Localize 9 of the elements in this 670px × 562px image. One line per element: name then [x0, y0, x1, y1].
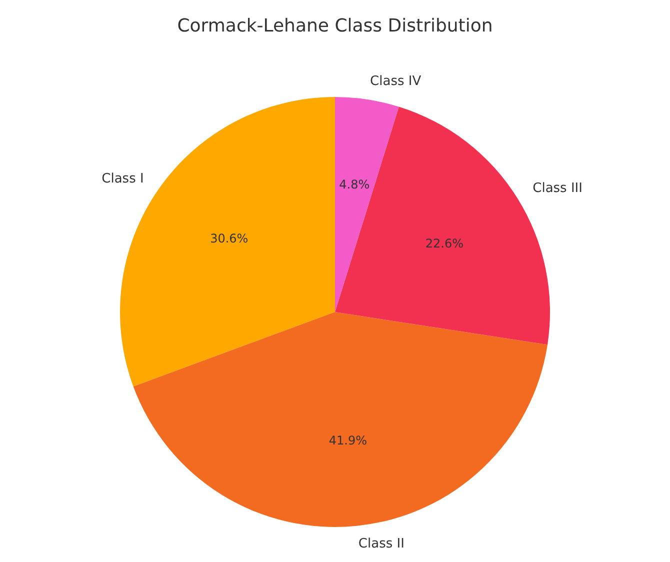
slice-label: Class II [358, 536, 404, 552]
slice-label: Class IV [370, 74, 422, 90]
data-label: 22.6% [425, 236, 464, 251]
data-label: 41.9% [328, 433, 368, 448]
data-label: 30.6% [210, 231, 248, 246]
slice-label: Class I [102, 171, 144, 186]
chart-title: Cormack-Lehane Class Distribution [177, 16, 493, 36]
data-label: 4.8% [339, 177, 370, 192]
slice-label: Class III [532, 181, 582, 196]
